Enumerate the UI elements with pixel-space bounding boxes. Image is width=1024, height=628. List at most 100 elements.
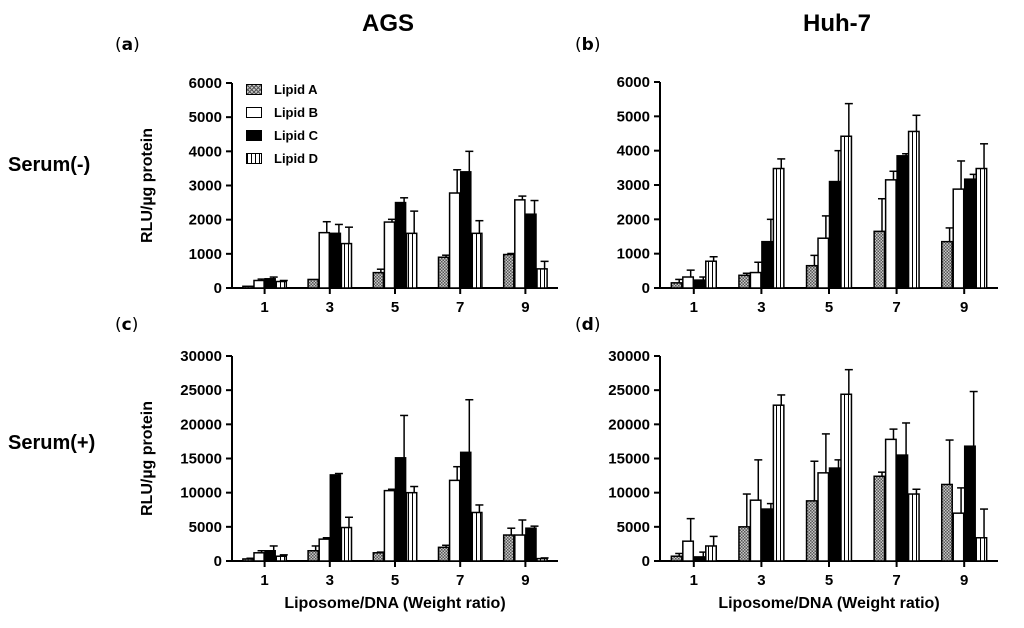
bar-lipid-a-3 <box>738 526 751 562</box>
bar-lipid-d-3 <box>340 526 353 562</box>
legend-item-lipid-a: Lipid A <box>246 78 318 101</box>
y-tick-label: 0 <box>214 553 222 570</box>
y-axis-label: RLU/µg protein <box>139 401 156 516</box>
bar-lipid-c-3 <box>329 232 342 289</box>
y-tick-label: 6000 <box>617 74 650 91</box>
bar-lipid-c-1 <box>693 279 706 289</box>
header-ags: AGS <box>362 10 415 37</box>
bar-lipid-a-9 <box>940 240 953 289</box>
y-tick-label: 20000 <box>180 416 222 433</box>
legend-item-lipid-d: Lipid D <box>246 147 318 170</box>
bar-lipid-d-5 <box>405 232 418 289</box>
bar-lipid-b-5 <box>817 237 830 289</box>
x-tick-label: 3 <box>326 572 334 589</box>
bar-lipid-a-9 <box>940 483 953 562</box>
bar-lipid-a-5 <box>805 264 818 289</box>
y-tick-label: 0 <box>642 553 650 570</box>
bar-lipid-b-9 <box>952 188 965 289</box>
y-tick-label: 25000 <box>180 382 222 399</box>
chart-b: 0 1000 2000 3000 4000 5000 6000 1 3 5 7 9 <box>617 74 998 316</box>
bar-lipid-b-5 <box>383 489 396 562</box>
y-tick-label: 5000 <box>189 519 222 536</box>
bar-lipid-d-3 <box>772 167 785 289</box>
bar-lipid-c-3 <box>761 240 774 289</box>
x-tick-label: 7 <box>892 299 900 316</box>
x-tick-label: 5 <box>825 572 833 589</box>
y-tick-label: 0 <box>214 280 222 297</box>
bar-lipid-a-1 <box>670 555 683 562</box>
bar-lipid-d-5 <box>840 393 853 562</box>
bar-lipid-d-1 <box>705 260 718 289</box>
panel-label-a: (a) <box>115 35 140 55</box>
y-tick-label: 1000 <box>617 246 650 263</box>
bar-lipid-c-1 <box>264 550 276 562</box>
bar-lipid-d-1 <box>275 280 288 289</box>
bar-lipid-d-1 <box>705 545 718 562</box>
legend-label-lipid-c: Lipid C <box>274 128 319 143</box>
y-tick-label: 5000 <box>189 109 222 126</box>
y-tick-label: 10000 <box>608 485 650 502</box>
bar-lipid-d-7 <box>907 130 920 289</box>
legend: Lipid A Lipid B Lipid C Lipid D <box>246 78 318 170</box>
y-tick-label: 3000 <box>189 178 222 195</box>
y-tick-label: 5000 <box>617 519 650 536</box>
bar-lipid-a-7 <box>437 256 450 289</box>
bar-lipid-c-7 <box>896 155 909 289</box>
bar-lipid-c-3 <box>761 508 774 562</box>
y-tick-label: 2000 <box>189 212 222 229</box>
bar-lipid-b-5 <box>383 221 396 289</box>
bar-lipid-b-5 <box>817 472 830 562</box>
legend-item-lipid-c: Lipid C <box>246 124 318 147</box>
y-tick-label: 30000 <box>180 348 222 365</box>
legend-label-lipid-a: Lipid A <box>274 82 318 97</box>
header-huh7: Huh-7 <box>803 10 871 37</box>
bar-lipid-a-7 <box>437 546 450 562</box>
bar-lipid-d-7 <box>907 493 920 562</box>
bar-lipid-c-9 <box>963 445 976 562</box>
bar-lipid-a-9 <box>502 253 515 289</box>
chart-d: 0 5000 10000 15000 20000 25000 30000 1 3 5 7 9 Lipos… <box>608 348 998 612</box>
bar-lipid-d-9 <box>975 167 988 289</box>
bar-lipid-a-3 <box>307 550 319 562</box>
legend-swatch-lipid-d <box>246 153 262 164</box>
x-tick-label: 7 <box>892 572 900 589</box>
y-tick-label: 10000 <box>180 485 222 502</box>
bar-lipid-c-9 <box>525 213 537 289</box>
bar-lipid-d-7 <box>471 511 483 562</box>
bar-lipid-c-9 <box>525 527 537 562</box>
bar-lipid-a-3 <box>307 278 319 289</box>
bar-lipid-d-7 <box>471 232 483 289</box>
bar-lipid-c-1 <box>264 278 276 289</box>
bar-lipid-b-9 <box>952 512 965 562</box>
bar-lipid-d-9 <box>536 268 548 289</box>
legend-swatch-lipid-b <box>246 107 262 118</box>
row-label-serum-plus: Serum(+) <box>8 432 96 454</box>
y-tick-label: 25000 <box>608 382 650 399</box>
x-tick-label: 1 <box>690 299 698 316</box>
y-tick-label: 2000 <box>617 211 650 228</box>
bar-lipid-c-3 <box>329 474 342 562</box>
chart-a: 0 1000 2000 3000 4000 5000 6000 1 3 5 7 9 RLU/µg pro… <box>139 75 558 316</box>
x-tick-label: 5 <box>825 299 833 316</box>
bar-lipid-c-5 <box>828 180 841 289</box>
legend-label-lipid-d: Lipid D <box>274 151 319 166</box>
y-tick-label: 1000 <box>189 246 222 263</box>
bar-lipid-d-9 <box>536 557 548 562</box>
legend-swatch-lipid-a <box>246 84 262 95</box>
bar-lipid-a-3 <box>738 274 751 289</box>
bar-lipid-c-7 <box>896 454 909 562</box>
bar-lipid-c-1 <box>693 556 706 562</box>
bar-lipid-a-5 <box>805 500 818 562</box>
bar-lipid-c-5 <box>394 457 407 562</box>
x-tick-label: 3 <box>757 572 765 589</box>
panel-label-b: (b) <box>575 35 601 55</box>
bar-lipid-b-7 <box>448 192 461 289</box>
y-tick-label: 15000 <box>180 451 222 468</box>
bar-lipid-b-3 <box>749 271 762 289</box>
bar-lipid-b-1 <box>682 540 695 562</box>
bar-lipid-a-1 <box>242 558 254 562</box>
x-axis-label: Liposome/DNA (Weight ratio) <box>284 595 505 612</box>
bar-lipid-d-1 <box>275 555 288 562</box>
x-tick-label: 1 <box>260 572 268 589</box>
bar-lipid-b-9 <box>514 199 526 289</box>
